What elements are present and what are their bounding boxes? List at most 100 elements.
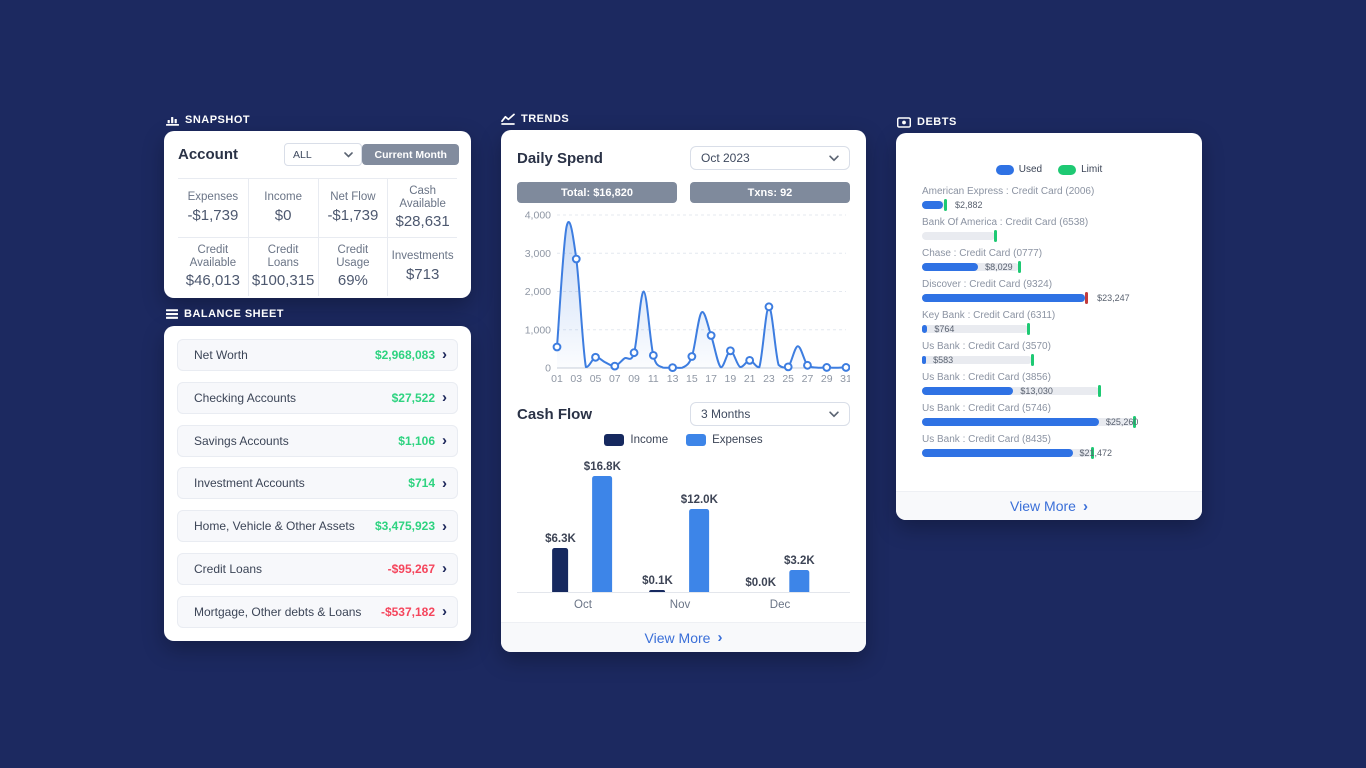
balance-sheet-row[interactable]: Home, Vehicle & Other Assets $3,475,923 … bbox=[177, 510, 458, 543]
debt-limit-tick bbox=[1090, 447, 1094, 459]
metric-value: $713 bbox=[405, 265, 440, 283]
metric-label: Credit Loans bbox=[267, 243, 299, 269]
chevron-down-icon bbox=[829, 410, 839, 417]
debt-limit-tick bbox=[1031, 354, 1035, 366]
account-select[interactable]: ALL bbox=[284, 143, 363, 166]
metric-cell: Expenses -$1,739 bbox=[178, 178, 248, 237]
banknote-icon bbox=[897, 116, 911, 128]
svg-text:01: 01 bbox=[551, 373, 563, 385]
chevron-right-icon: › bbox=[442, 431, 447, 449]
debt-account-name: American Express : Credit Card (2006) bbox=[922, 186, 1095, 197]
debt-used-bar bbox=[922, 356, 927, 364]
trends-view-more-link[interactable]: View More › bbox=[501, 622, 866, 652]
current-month-button[interactable]: Current Month bbox=[362, 144, 459, 165]
debts-legend: Used Limit bbox=[896, 164, 1202, 175]
debts-section-header: DEBTS bbox=[897, 116, 957, 128]
bar-chart-icon bbox=[166, 117, 179, 126]
debt-used-bar bbox=[922, 201, 943, 209]
balance-row-label: Credit Loans bbox=[194, 562, 263, 577]
debt-usage-bar: $764 bbox=[922, 323, 1178, 335]
debt-limit-tick bbox=[1097, 385, 1101, 397]
balance-row-value: $1,106 bbox=[398, 433, 435, 448]
svg-text:05: 05 bbox=[590, 373, 602, 385]
svg-text:23: 23 bbox=[763, 373, 775, 385]
balance-sheet-row[interactable]: Net Worth $2,968,083 › bbox=[177, 339, 458, 371]
category-label: Nov bbox=[669, 599, 691, 611]
category-label: Oct bbox=[574, 599, 592, 611]
balance-sheet-row[interactable]: Savings Accounts $1,106 › bbox=[177, 424, 458, 457]
debt-row: Us Bank : Credit Card (3856) $13,030 bbox=[922, 372, 1178, 397]
balance-row-value: $2,968,083 bbox=[374, 348, 435, 362]
svg-text:09: 09 bbox=[628, 373, 640, 385]
debt-usage-bar: $583 bbox=[922, 354, 1178, 366]
chevron-right-icon: › bbox=[442, 517, 447, 535]
used-swatch bbox=[995, 164, 1014, 175]
debt-used-value: $21,472 bbox=[1079, 448, 1113, 458]
metric-value: $0 bbox=[274, 206, 292, 224]
balance-sheet-row[interactable]: Mortgage, Other debts & Loans -$537,182 … bbox=[177, 595, 458, 628]
svg-text:13: 13 bbox=[667, 373, 679, 385]
metric-label: Credit Available bbox=[189, 243, 237, 269]
cash-flow-group: $0.1K $12.0K bbox=[642, 494, 718, 592]
balance-row-label: Checking Accounts bbox=[194, 390, 297, 405]
balance-sheet-header-label: BALANCE SHEET bbox=[184, 308, 285, 320]
debt-used-value: $583 bbox=[933, 355, 954, 365]
debt-usage-bar: $13,030 bbox=[922, 385, 1178, 397]
cash-flow-period-select[interactable]: 3 Months bbox=[690, 402, 850, 426]
debt-used-value: $25,260 bbox=[1105, 417, 1139, 427]
metric-cell: Credit Loans $100,315 bbox=[247, 237, 318, 296]
cash-flow-legend: Income Expenses bbox=[501, 434, 866, 446]
debt-usage-bar bbox=[922, 230, 1178, 242]
daily-spend-period-value: Oct 2023 bbox=[701, 151, 750, 165]
metric-cell: Cash Available $28,631 bbox=[387, 178, 457, 237]
balance-row-value: $3,475,923 bbox=[374, 519, 435, 534]
balance-sheet-row[interactable]: Credit Loans -$95,267 › bbox=[177, 553, 458, 586]
category-label: Dec bbox=[769, 599, 791, 611]
metric-cell: Net Flow -$1,739 bbox=[317, 178, 388, 237]
metric-cell: Credit Available $46,013 bbox=[178, 237, 248, 296]
svg-text:31: 31 bbox=[840, 373, 850, 385]
svg-text:2,000: 2,000 bbox=[525, 286, 551, 298]
metric-value: -$1,739 bbox=[327, 206, 379, 224]
svg-text:3,000: 3,000 bbox=[525, 248, 551, 260]
expenses-swatch bbox=[686, 434, 707, 446]
cash-flow-title: Cash Flow bbox=[517, 405, 593, 423]
svg-text:15: 15 bbox=[686, 373, 698, 385]
debt-account-name: Us Bank : Credit Card (5746) bbox=[922, 403, 1051, 414]
debt-used-value: $2,882 bbox=[954, 200, 983, 210]
debt-used-bar bbox=[922, 263, 979, 271]
balance-row-label: Investment Accounts bbox=[194, 476, 305, 491]
chevron-right-icon: › bbox=[442, 560, 447, 578]
svg-text:27: 27 bbox=[802, 373, 814, 385]
expenses-bar bbox=[592, 476, 613, 592]
debt-row: Key Bank : Credit Card (6311) $764 bbox=[922, 310, 1178, 335]
debt-account-name: Bank Of America : Credit Card (6538) bbox=[922, 217, 1089, 228]
metric-value: -$1,739 bbox=[187, 206, 239, 224]
debts-view-more-link[interactable]: View More › bbox=[896, 491, 1202, 520]
svg-text:29: 29 bbox=[821, 373, 833, 385]
balance-sheet-row[interactable]: Checking Accounts $27,522 › bbox=[177, 381, 458, 414]
debt-used-bar bbox=[922, 294, 1086, 302]
svg-text:0: 0 bbox=[545, 363, 551, 375]
expenses-legend-label: Expenses bbox=[712, 434, 763, 446]
bar-value-label: $0.0K bbox=[745, 577, 776, 589]
metric-label: Expenses bbox=[187, 191, 239, 204]
debt-rows-list: American Express : Credit Card (2006) $2… bbox=[922, 186, 1178, 465]
legend-item-income: Income bbox=[604, 434, 668, 446]
balance-sheet-row[interactable]: Investment Accounts $714 › bbox=[177, 467, 458, 500]
cash-flow-period-value: 3 Months bbox=[701, 407, 751, 421]
daily-spend-period-select[interactable]: Oct 2023 bbox=[690, 146, 850, 170]
debt-usage-bar: $2,882 bbox=[922, 199, 1178, 211]
snapshot-section-header: SNAPSHOT bbox=[166, 114, 250, 126]
account-select-value: ALL bbox=[293, 148, 312, 161]
limit-swatch bbox=[1058, 164, 1077, 175]
transactions-badge: Txns: 92 bbox=[690, 182, 850, 203]
svg-text:21: 21 bbox=[744, 373, 756, 385]
chevron-right-icon: › bbox=[1082, 497, 1088, 515]
debt-limit-track bbox=[922, 356, 1033, 364]
svg-text:07: 07 bbox=[609, 373, 621, 385]
balance-row-label: Mortgage, Other debts & Loans bbox=[194, 604, 362, 619]
debts-card: Used Limit American Express : Credit Car… bbox=[896, 133, 1202, 520]
balance-sheet-section-header: BALANCE SHEET bbox=[166, 308, 284, 320]
metric-label: Cash Available bbox=[399, 184, 446, 210]
